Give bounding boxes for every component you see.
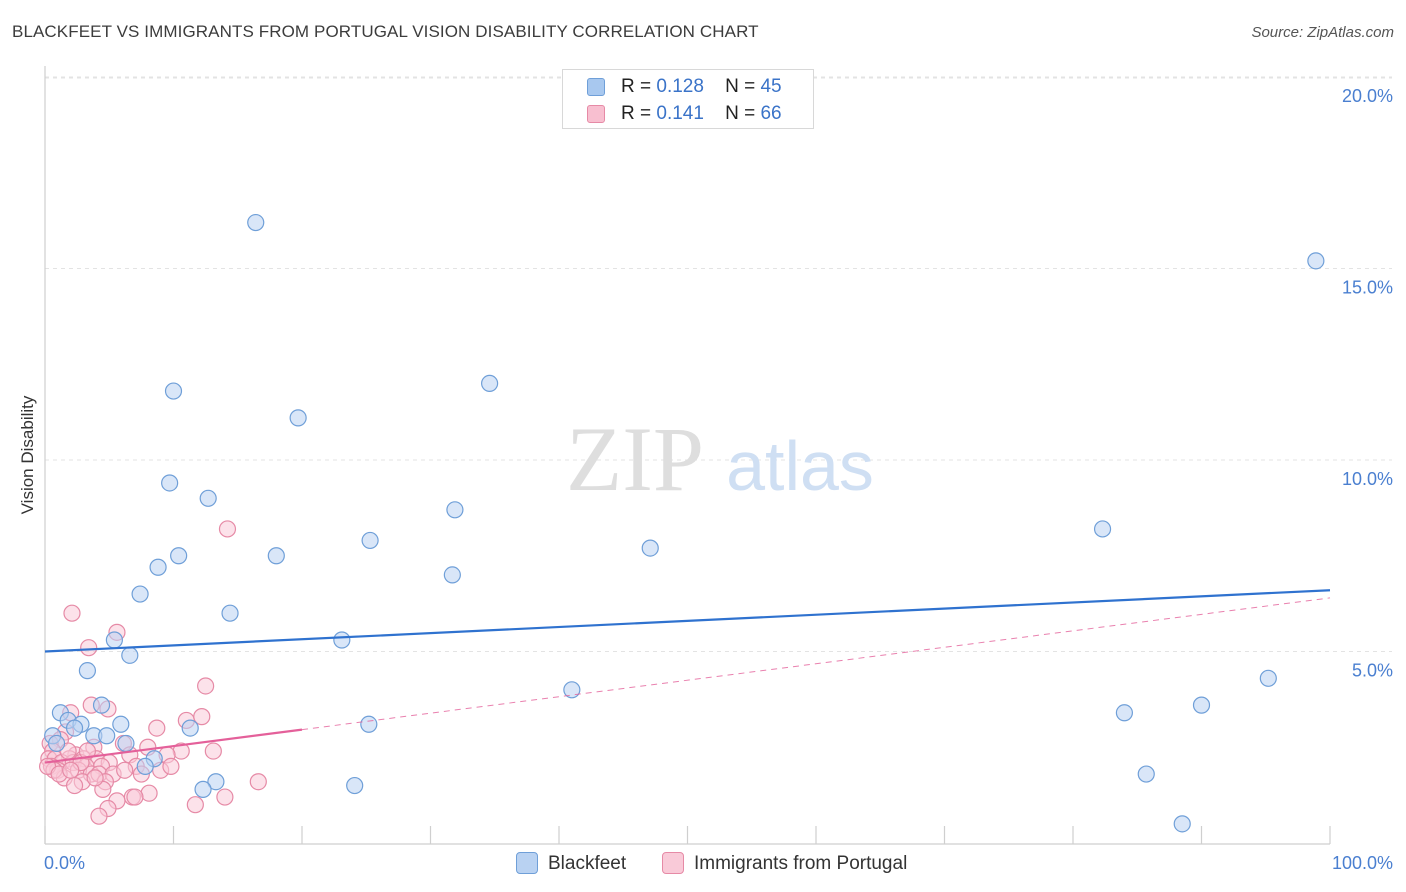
grid-layer	[45, 76, 1392, 652]
blackfeet-point	[112, 715, 130, 733]
blackfeet-point	[149, 558, 167, 576]
chart-title: BLACKFEET VS IMMIGRANTS FROM PORTUGAL VI…	[12, 22, 759, 41]
y-tick-label: 20.0%	[1342, 86, 1393, 106]
portugal-point	[126, 788, 144, 806]
legend-swatch-blackfeet	[516, 852, 538, 874]
blackfeet-point	[161, 474, 179, 492]
blackfeet-point	[78, 662, 97, 680]
blackfeet-point	[333, 631, 351, 649]
r-label: R =	[621, 76, 652, 97]
n-value: 66	[760, 103, 782, 124]
portugal-point	[140, 784, 158, 802]
stats-swatch-portugal	[587, 105, 605, 123]
blackfeet-point	[65, 719, 84, 737]
legend-label-portugal: Immigrants from Portugal	[694, 853, 908, 874]
portugal-trend-line	[44, 728, 303, 764]
portugal-point	[65, 776, 84, 795]
blackfeet-point	[563, 681, 581, 699]
portugal-trend-line-extension	[301, 597, 1331, 731]
blackfeet-point	[446, 501, 464, 519]
blackfeet-point	[207, 773, 225, 791]
blackfeet-point	[92, 696, 111, 714]
blackfeet-point	[1137, 765, 1155, 783]
n-value: 45	[760, 76, 782, 97]
stats-swatch-blackfeet	[587, 78, 605, 96]
blackfeet-point	[131, 585, 149, 603]
blackfeet-trend-line	[44, 589, 1331, 653]
portugal-point	[63, 604, 81, 622]
portugal-point	[116, 761, 134, 779]
blackfeet-point	[267, 547, 285, 565]
blackfeet-point	[221, 604, 239, 622]
r-value: 0.141	[656, 103, 704, 124]
source-label: Source: ZipAtlas.com	[1251, 24, 1394, 41]
blackfeet-point	[1173, 815, 1191, 833]
legend-item-blackfeet[interactable]: Blackfeet	[516, 852, 626, 875]
blackfeet-point	[199, 489, 217, 507]
blackfeet-point	[1093, 520, 1112, 538]
portugal-point	[78, 742, 97, 760]
blackfeet-point	[105, 631, 123, 649]
r-label: R =	[621, 103, 652, 124]
portugal-point	[249, 773, 267, 791]
watermark-zip: ZIP	[566, 408, 704, 510]
axis-layer	[44, 66, 1331, 845]
blackfeet-point	[47, 734, 66, 753]
y-tick-label: 5.0%	[1352, 661, 1393, 681]
blackfeet-point	[181, 719, 199, 737]
blackfeet-point	[194, 780, 212, 798]
stats-row-blackfeet: R = 0.128 N = 45	[587, 76, 782, 98]
blackfeet-point	[361, 531, 379, 550]
portugal-point	[90, 807, 108, 825]
n-label: N =	[725, 76, 756, 97]
blackfeet-point	[121, 646, 139, 664]
n-label: N =	[725, 103, 756, 124]
legend-label-blackfeet: Blackfeet	[548, 853, 627, 874]
blackfeet-point	[98, 727, 116, 745]
x-tick-label: 0.0%	[44, 853, 85, 873]
portugal-point	[218, 520, 237, 538]
portugal-point	[204, 742, 222, 760]
blackfeet-point	[481, 374, 499, 392]
correlation-stats-box: R = 0.128 N = 45 R = 0.141 N = 66	[562, 69, 814, 129]
blackfeet-point	[443, 566, 461, 584]
portugal-point	[148, 719, 166, 737]
portugal-point	[86, 769, 104, 787]
blackfeet-point	[164, 382, 183, 400]
x-tick-label: 100.0%	[1332, 853, 1393, 873]
portugal-point	[186, 796, 204, 814]
points-layer	[38, 213, 1325, 833]
blackfeet-point	[170, 547, 188, 565]
blackfeet-point	[641, 539, 659, 557]
blackfeet-point	[1115, 704, 1134, 722]
blackfeet-point	[346, 776, 364, 795]
y-tick-label: 10.0%	[1342, 469, 1393, 489]
blackfeet-point	[1192, 696, 1211, 714]
blackfeet-point	[136, 757, 154, 776]
blackfeet-point	[289, 409, 307, 427]
blackfeet-point	[1307, 252, 1325, 270]
y-tick-label: 15.0%	[1342, 278, 1393, 298]
portugal-point	[197, 677, 215, 695]
portugal-point	[162, 757, 180, 776]
portugal-point	[193, 708, 211, 726]
blackfeet-point	[360, 715, 378, 733]
trend-layer	[44, 589, 1331, 764]
legend: Blackfeet Immigrants from Portugal	[0, 852, 1406, 878]
portugal-point	[216, 788, 234, 806]
blackfeet-point	[247, 213, 265, 232]
blackfeet-point	[1259, 669, 1277, 687]
legend-swatch-portugal	[662, 852, 684, 874]
tick-label-layer: 5.0% 10.0% 15.0% 20.0% 0.0% 100.0%	[44, 86, 1393, 873]
blackfeet-point	[117, 734, 135, 753]
r-value: 0.128	[656, 76, 704, 97]
legend-item-portugal[interactable]: Immigrants from Portugal	[662, 852, 907, 875]
portugal-point	[62, 761, 80, 779]
watermark-atlas: atlas	[726, 427, 874, 505]
portugal-point	[80, 639, 98, 657]
stats-row-portugal: R = 0.141 N = 66	[587, 103, 782, 125]
